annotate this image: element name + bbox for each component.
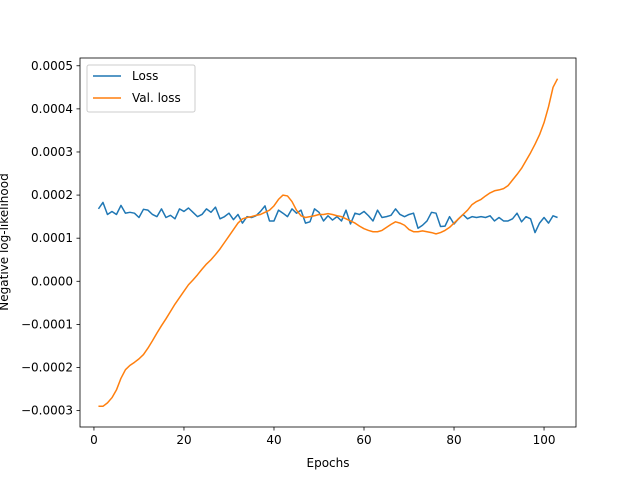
plot-area (80, 58, 576, 427)
series-layer (97, 78, 559, 408)
x-tick-label: 80 (446, 433, 461, 447)
y-tick-label: 0.0003 (31, 145, 73, 159)
legend-label-loss: Loss (132, 69, 158, 83)
y-tick-label: 0.0000 (31, 274, 73, 288)
x-axis-label: Epochs (307, 456, 350, 470)
legend: Loss Val. loss (86, 64, 196, 113)
axes-layer (79, 57, 577, 428)
y-axis-label: Negative log-likelihood (0, 173, 11, 310)
ticks-layer: 0 20 40 60 80 100 −0.0003 −0.0002 −0.0001 0.0000 0… (21, 59, 556, 447)
series-line-loss (97, 201, 558, 234)
series-line-val-loss (98, 78, 559, 408)
y-tick-label: 0.0005 (31, 59, 73, 73)
y-tick-label: −0.0003 (21, 404, 73, 418)
legend-label-val-loss: Val. loss (132, 91, 181, 105)
x-tick-label: 100 (533, 433, 556, 447)
axes-frame (79, 57, 577, 428)
y-tick-label: 0.0004 (31, 102, 73, 116)
x-tick-label: 0 (90, 433, 98, 447)
x-tick-label: 20 (176, 433, 191, 447)
y-tick-label: −0.0001 (21, 317, 73, 331)
y-tick-label: 0.0002 (31, 188, 73, 202)
x-tick-label: 60 (356, 433, 371, 447)
y-tick-label: 0.0001 (31, 231, 73, 245)
x-tick-label: 40 (266, 433, 281, 447)
y-tick-label: −0.0002 (21, 361, 73, 375)
